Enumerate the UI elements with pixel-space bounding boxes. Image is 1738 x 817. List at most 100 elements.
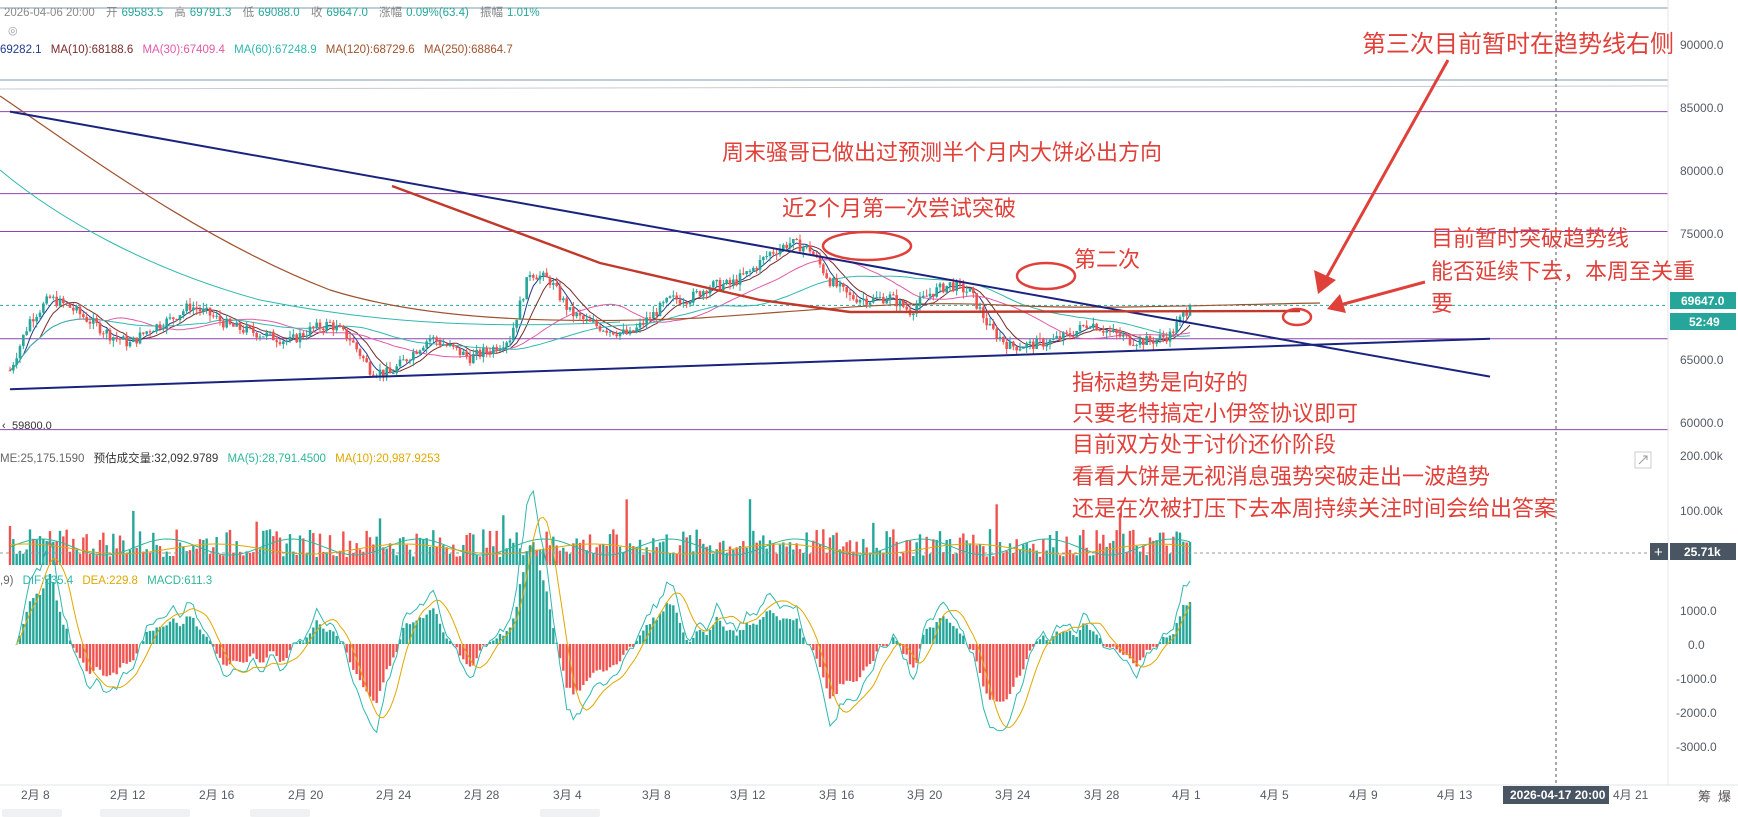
eye-icon[interactable]: ◎ [8,25,18,37]
volume-bar [28,529,32,565]
macd-histogram-bar [972,644,975,651]
macd-histogram-bar [602,644,605,672]
macd-histogram-bar [475,644,478,659]
macd-histogram-bar [848,644,852,681]
candle-body [835,278,838,287]
macd-histogram-bar [1075,636,1078,644]
macd-histogram-bar [865,644,868,667]
volume-bar [145,549,148,565]
macd-histogram-bar [48,573,52,644]
volume-bar [862,538,865,565]
add-line-button[interactable] [1650,543,1668,560]
candle-body [245,325,248,333]
macd-histogram-bar [315,620,318,644]
macd-histogram-bar [968,644,972,650]
macd-histogram-bar [1085,624,1088,644]
macd-histogram-bar [1182,604,1185,644]
macd-histogram-bar [1105,644,1108,647]
volume-bar [648,552,652,565]
candle-body [1162,335,1165,338]
macd-histogram-bar [1088,629,1092,644]
macd-dif-line [16,489,1191,734]
candle-body [82,314,85,318]
macd-histogram-bar [652,617,655,644]
candle-body [615,334,618,337]
candle-body [838,283,842,287]
candle-body [42,303,45,313]
macd-histogram-bar [512,618,515,644]
macd-histogram-bar [552,628,555,644]
macd-histogram-bar [442,632,445,644]
volume-bar [1138,551,1142,565]
candle-body [458,348,462,356]
volume-ma5 [9,538,1191,556]
candle-body [765,256,768,258]
macd-histogram-bar [758,619,762,644]
macd-histogram-bar [362,644,365,688]
candle-body [392,373,395,375]
volume-bar [305,553,308,565]
macd-histogram-bar [885,644,888,647]
candle-body [302,333,305,337]
macd-histogram-bar [1028,644,1032,651]
macd-histogram-bar [438,623,442,644]
volume-bar [185,551,188,565]
macd-histogram-bar [1155,644,1158,648]
candle-body [262,336,265,338]
volume-bar [948,539,952,565]
volume-bar [922,555,925,565]
macd-histogram-bar [975,644,978,662]
volume-bar [432,530,435,565]
volume-bar [762,535,765,565]
macd-histogram-bar [1078,630,1082,644]
candle-body [772,252,775,254]
candle-body [668,296,672,298]
candle-body [952,282,955,291]
volume-bar [828,537,832,565]
bottom-scroll-tabs[interactable] [2,809,600,817]
macd-histogram-bar [72,644,75,648]
liquidation-button[interactable]: 爆 [1718,789,1731,804]
candle-body [608,331,612,333]
candle-body [38,312,42,317]
volume-bar [735,547,738,565]
volume-bar [892,529,895,565]
macd-histogram-bar [765,611,768,644]
volume-bar [998,542,1002,565]
candle-body [402,359,405,361]
volume-bar [995,504,998,565]
candle-body [488,352,492,354]
volume-bar [165,551,168,565]
chip-distribution-button[interactable]: 筹 [1698,789,1711,804]
macd-histogram-bar [1128,644,1132,659]
candle-body [718,279,722,291]
volume-bar [1005,551,1008,565]
volume-bar [962,533,965,565]
candle-body [92,318,95,324]
candle-body [812,251,815,255]
candle-body [898,300,902,307]
macd-histogram-bar [455,644,458,648]
macd-histogram-bar [288,644,292,651]
volume-bar [658,542,662,565]
candle-body [775,253,778,255]
volume-bar [495,530,498,565]
macd-histogram-bar [945,618,948,644]
volume-bar [388,543,392,565]
candle-body [272,331,275,341]
macd-histogram-bar [948,622,952,644]
price-axis[interactable]: 90000.0 85000.0 80000.0 75000.0 65000.0 … [1680,38,1724,430]
macd-histogram-bar [908,644,912,665]
volume-bar [515,532,518,565]
time-axis[interactable]: 2月 8 2月 12 2月 16 2月 20 2月 24 2月 28 3月 4 3月 8 3月 … [21,788,1649,802]
expand-icon[interactable] [1634,451,1652,469]
candle-body [202,308,205,312]
svg-text:还是在次被打压下去本周持续关注时间会给出答案: 还是在次被打压下去本周持续关注时间会给出答案 [1072,497,1556,522]
macd-histogram-bar [925,628,928,644]
macd-histogram-bar [568,644,572,688]
volume-bar [268,529,272,565]
macd-histogram-bar [615,644,618,665]
candle-body [882,296,885,304]
volume-bar [382,547,385,565]
